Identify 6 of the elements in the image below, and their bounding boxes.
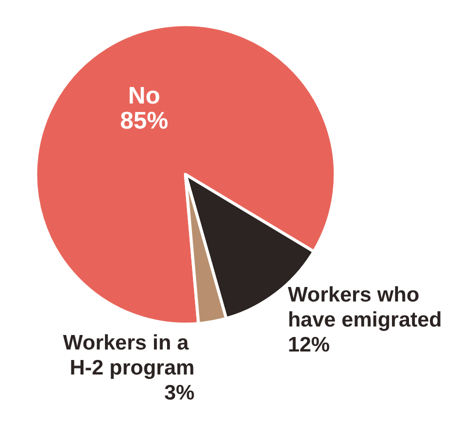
- slice-label: Workers in a H-2 program: [63, 331, 195, 380]
- slice-label: No: [128, 82, 160, 110]
- data-label: 12%: [288, 334, 330, 357]
- slice-label: Workers who have emigrated: [288, 284, 442, 332]
- data-label: 3%: [164, 381, 195, 404]
- data-label: 85%: [120, 107, 168, 134]
